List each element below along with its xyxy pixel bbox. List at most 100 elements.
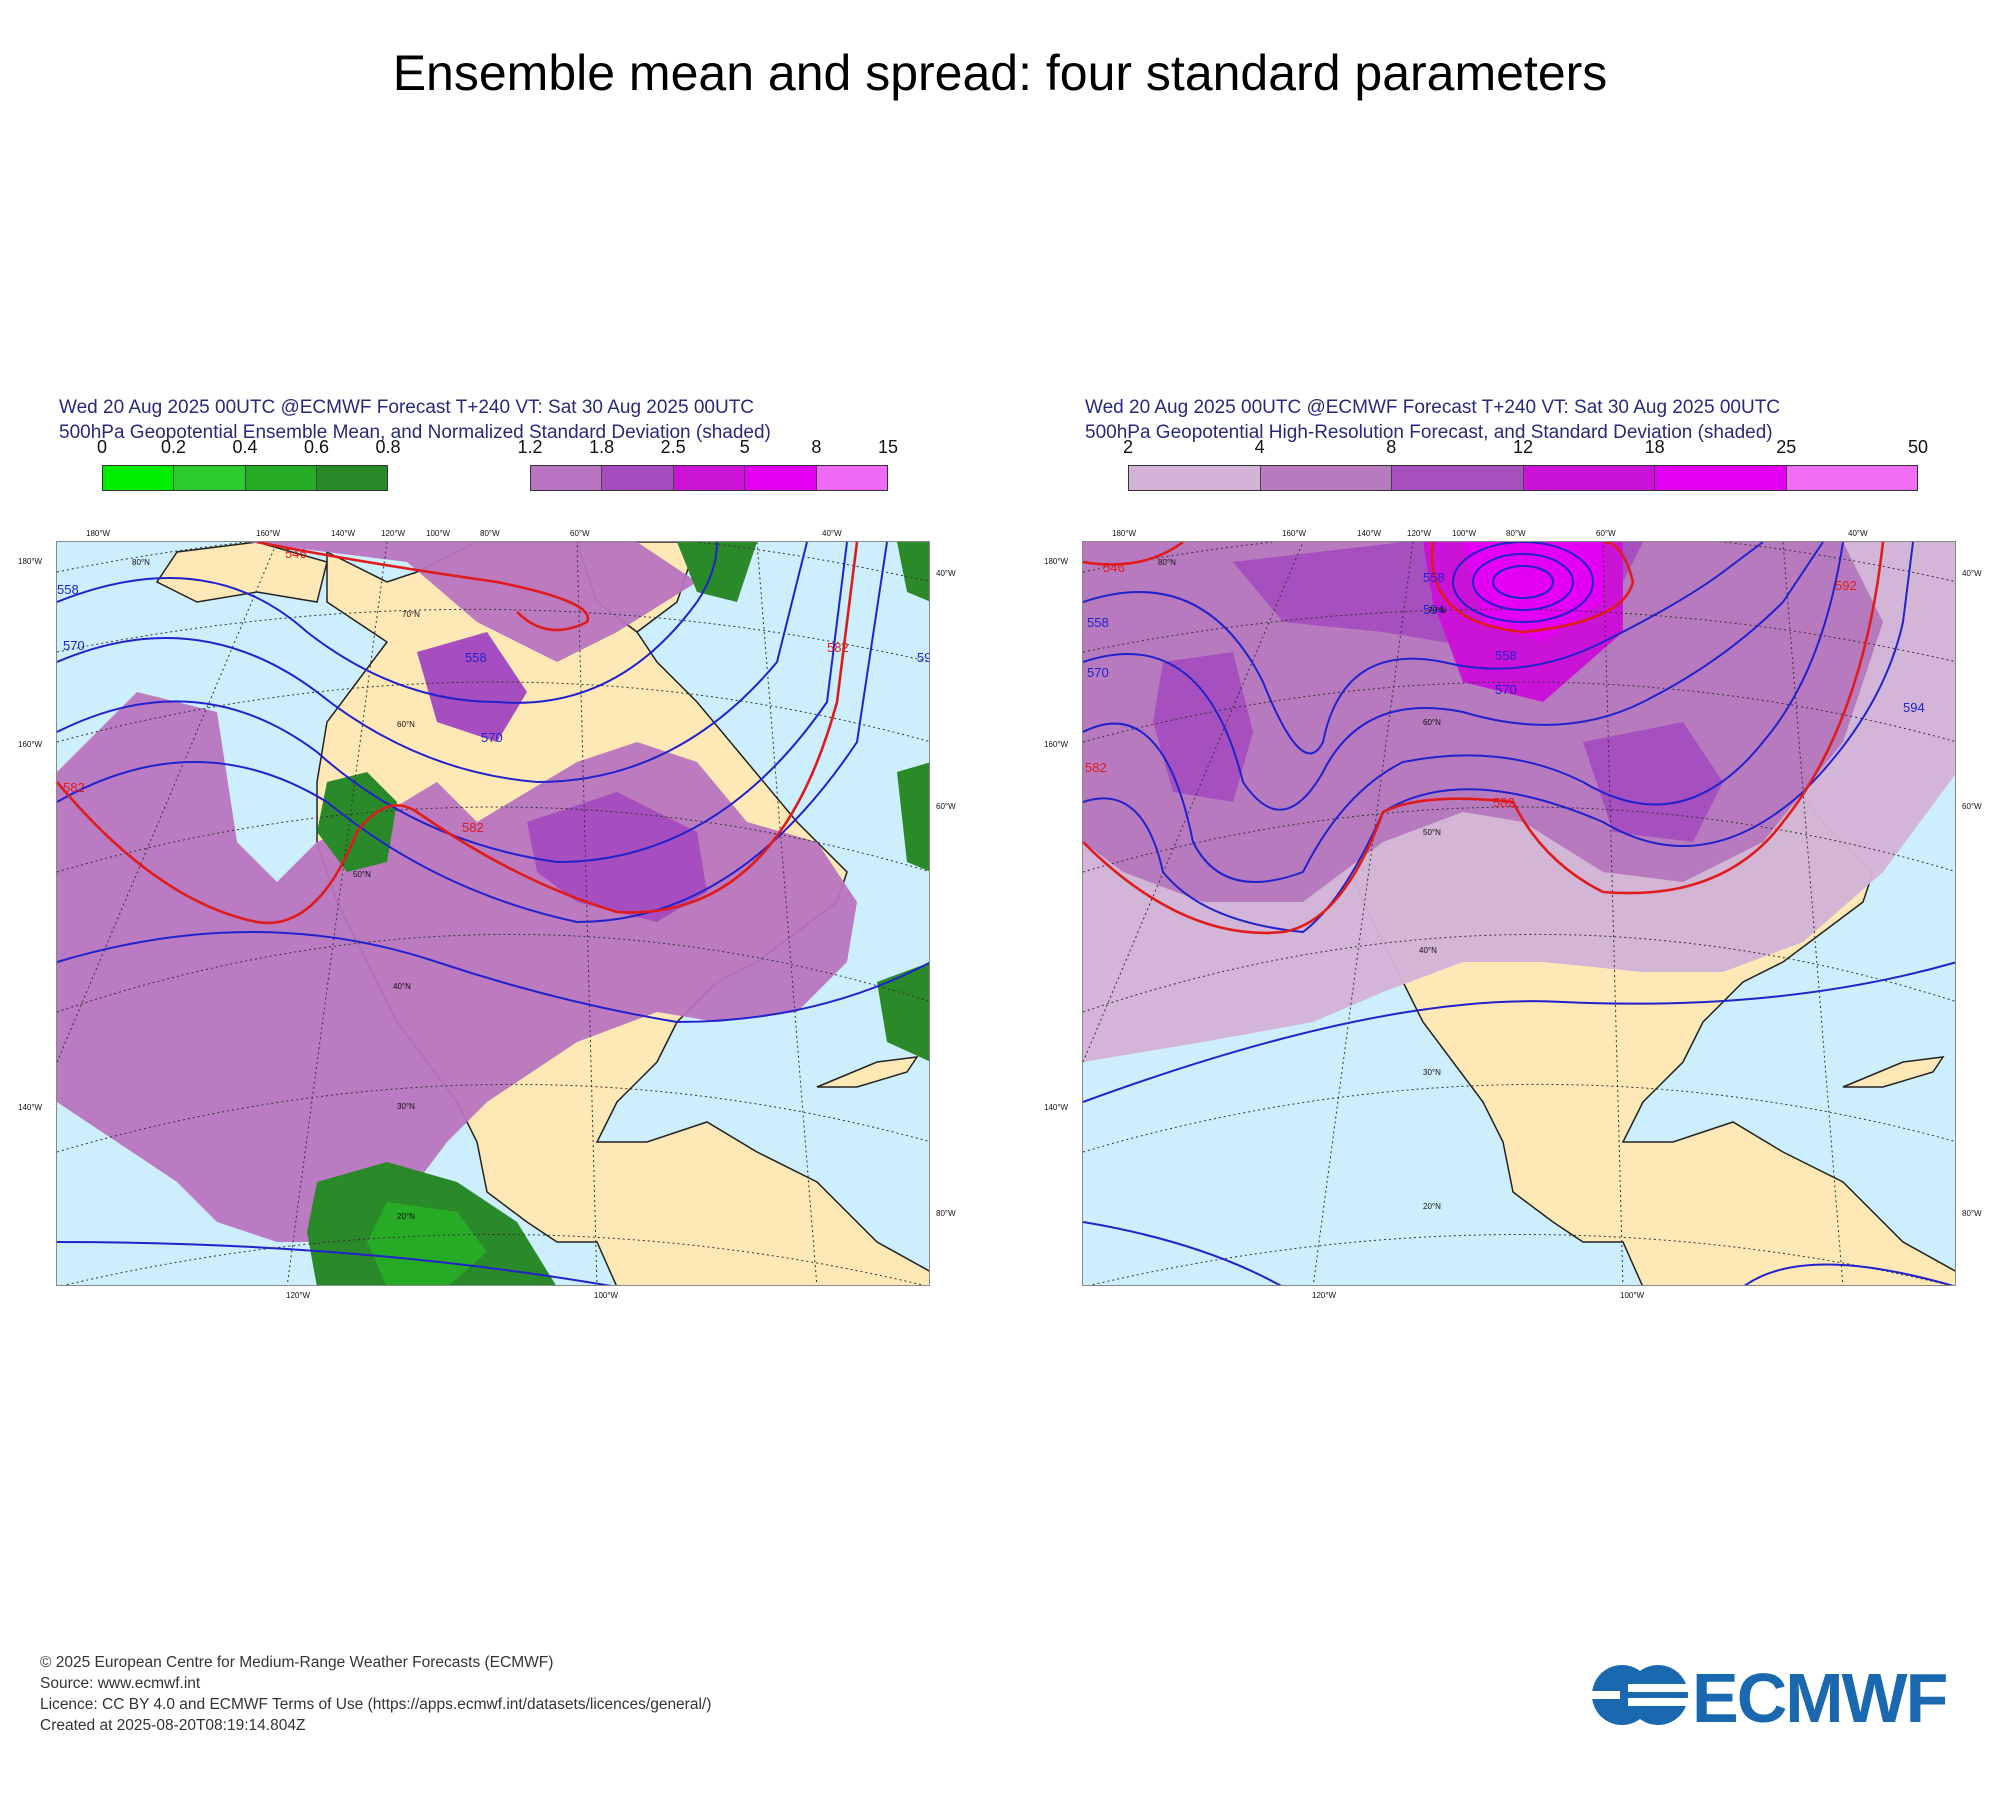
contour-label: 594 xyxy=(917,650,930,665)
contour-label: 582 xyxy=(63,780,85,795)
contour-label: 558 xyxy=(465,650,487,665)
lon-label: 60°W xyxy=(1596,529,1616,538)
graticule xyxy=(57,542,929,1285)
contour-label-group: 546 558 570 558 570 582 582 582 594 xyxy=(57,546,930,835)
colorbar-box xyxy=(816,466,888,490)
colorbar-box xyxy=(316,466,387,490)
colorbar-tick: 4 xyxy=(1254,437,1265,457)
contour-label: 558 xyxy=(1495,648,1517,663)
lon-label: 80°W xyxy=(1506,529,1526,538)
lon-label: 140°W xyxy=(18,1103,43,1112)
land-cuba xyxy=(816,1056,919,1088)
contours-red xyxy=(1083,542,1885,935)
contour-label: 570 xyxy=(481,730,503,745)
panel-header-line2: 500hPa Geopotential High-Resolution Fore… xyxy=(1085,422,1773,443)
lon-label: 180°W xyxy=(1112,529,1137,538)
lat-label: 50°N xyxy=(353,870,371,879)
colorbar-tick: 2 xyxy=(1122,437,1134,457)
panel-ensemble-mean: Wed 20 Aug 2025 00UTC @ECMWF Forecast T+… xyxy=(18,395,956,1300)
map-hres-forecast: 546 558 570 582 582 592 594 558 570 558 … xyxy=(1082,541,1956,1286)
footer-created: Created at 2025-08-20T08:19:14.804Z xyxy=(40,1717,306,1734)
lat-label: 70°N xyxy=(402,610,420,619)
land-alaska xyxy=(155,542,328,603)
footer-licence: Licence: CC BY 4.0 and ECMWF Terms of Us… xyxy=(40,1696,712,1713)
lon-label: 120°W xyxy=(286,1291,311,1300)
contours-blue xyxy=(1083,542,1955,1285)
lon-label: 140°W xyxy=(1357,529,1382,538)
colorbar-tick: 0.4 xyxy=(232,437,258,457)
lon-label: 160°W xyxy=(1282,529,1307,538)
spread-shading xyxy=(1583,722,1723,842)
spread-shading xyxy=(1463,542,1603,642)
contour-label: 558 xyxy=(1423,570,1445,585)
lon-label: 140°W xyxy=(1044,1103,1069,1112)
low-spread-shading xyxy=(897,542,929,602)
colorbar-tick: 8 xyxy=(1386,437,1397,457)
contour-label: 546 xyxy=(285,546,307,561)
ecmwf-logo: ECMWF xyxy=(1590,1659,1970,1737)
lon-label: 100°W xyxy=(1620,1291,1645,1300)
contour-label: 582 xyxy=(827,640,849,655)
contour-label: 546 xyxy=(1103,560,1125,575)
contour-label: 594 xyxy=(1423,602,1445,617)
contour-label-group: 546 558 570 582 582 592 594 558 570 558 … xyxy=(1085,560,1925,810)
footer-copyright: © 2025 European Centre for Medium-Range … xyxy=(40,1654,554,1671)
spread-shading-north xyxy=(247,542,697,662)
lon-label: 40°W xyxy=(1848,529,1868,538)
colorbar-tick: 0 xyxy=(96,437,108,457)
map-ensemble-mean: 546 558 570 558 570 582 582 582 594 50°N… xyxy=(56,541,930,1286)
lat-label: 40°N xyxy=(1419,946,1437,955)
map-canvas: 546 558 570 582 582 592 594 558 570 558 … xyxy=(1083,542,1955,1285)
contour-label: 582 xyxy=(1085,760,1107,775)
page-title: Ensemble mean and spread: four standard … xyxy=(392,45,1608,101)
panel-header-line1: Wed 20 Aug 2025 00UTC @ECMWF Forecast T+… xyxy=(59,397,755,418)
colorbar-tick: 50 xyxy=(1907,437,1929,457)
lon-label: 120°W xyxy=(1407,529,1432,538)
low-spread-shading xyxy=(877,962,929,1062)
panel-header: Wed 20 Aug 2025 00UTC @ECMWF Forecast T+… xyxy=(1085,395,1780,445)
colorbar-tick: 2.5 xyxy=(660,437,686,457)
colorbar-box xyxy=(1786,466,1917,490)
land-cuba xyxy=(1842,1056,1945,1088)
panel-header-line2: 500hPa Geopotential Ensemble Mean, and N… xyxy=(59,422,771,443)
lon-label: 120°W xyxy=(381,529,406,538)
colorbar-box xyxy=(1392,466,1524,490)
colorbar-box xyxy=(1655,466,1787,490)
colorbar-tick: 15 xyxy=(877,437,899,457)
contour-label: 592 xyxy=(1835,578,1857,593)
contour-label: 558 xyxy=(1087,615,1109,630)
lat-label: 80°N xyxy=(1158,558,1176,567)
colorbar-purple: 1.2 1.8 2.5 5 8 15 xyxy=(517,437,898,495)
contour-label: 570 xyxy=(1495,682,1517,697)
lon-label: 40°W xyxy=(936,569,956,578)
lon-label: 80°W xyxy=(480,529,500,538)
colorbar-box xyxy=(1523,466,1655,490)
map-canvas: 546 558 570 558 570 582 582 582 594 xyxy=(57,542,930,1285)
lat-label: 40°N xyxy=(393,982,411,991)
colorbar-tick: 0.6 xyxy=(303,437,330,457)
lon-label: 60°W xyxy=(1962,802,1982,811)
contour-label: 582 xyxy=(462,820,484,835)
colorbar-green: 0 0.2 0.4 0.6 0.8 xyxy=(97,437,401,495)
contour-label: 570 xyxy=(63,638,85,653)
lon-label: 100°W xyxy=(594,1291,619,1300)
lat-label: 20°N xyxy=(1423,1202,1441,1211)
spread-shading xyxy=(1153,652,1253,802)
lon-label: 60°W xyxy=(936,802,956,811)
lon-label: 160°W xyxy=(256,529,281,538)
footer-source: Source: www.ecmwf.int xyxy=(40,1675,201,1692)
contours-blue xyxy=(57,542,929,1285)
lon-label: 100°W xyxy=(1452,529,1477,538)
spread-shading-core xyxy=(417,632,527,742)
colorbar-box xyxy=(531,466,603,490)
contour-label: 582 xyxy=(1493,795,1515,810)
lat-label: 20°N xyxy=(397,1212,415,1221)
lon-label: 100°W xyxy=(426,529,451,538)
colorbar-box xyxy=(245,466,317,490)
lat-label: 50°N xyxy=(1423,828,1441,837)
colorbar-box xyxy=(673,466,746,490)
colorbar-box xyxy=(745,466,817,490)
colorbar-tick: 1.2 xyxy=(517,437,543,457)
lon-label: 120°W xyxy=(1312,1291,1337,1300)
lon-label: 40°W xyxy=(822,529,842,538)
